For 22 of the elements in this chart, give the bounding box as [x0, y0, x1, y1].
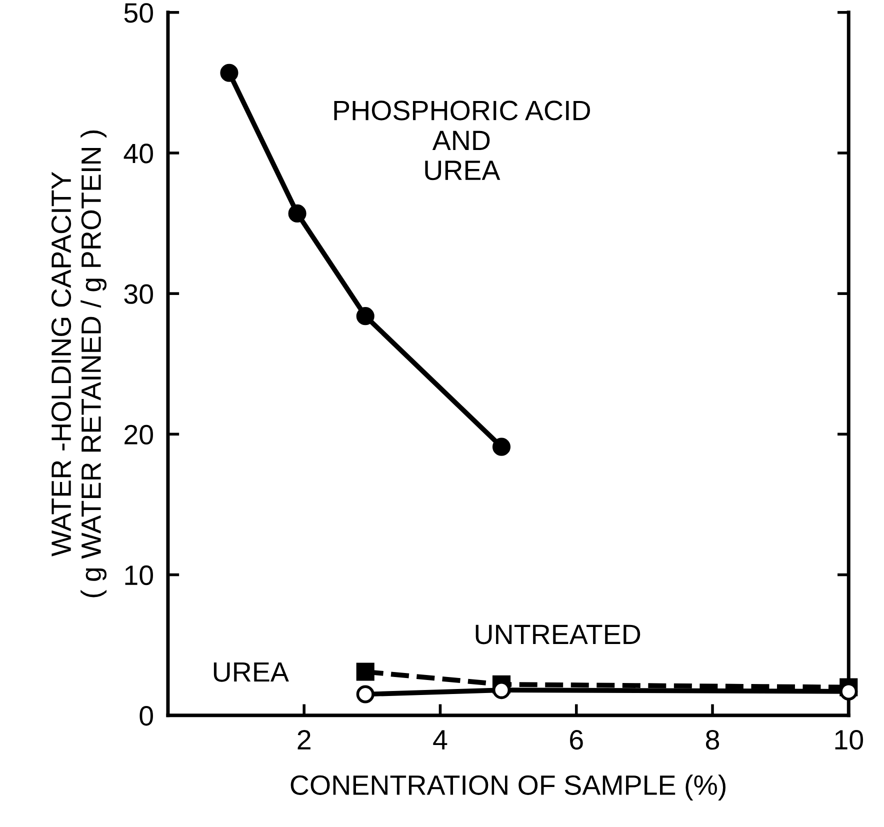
point — [288, 204, 306, 222]
series-label: UNTREATED — [476, 624, 640, 644]
x-tick-label: 10 — [835, 730, 864, 750]
y-tick-label: 10 — [125, 565, 153, 586]
y-tick-label: 0 — [140, 706, 153, 726]
y-tick-label: 30 — [124, 284, 153, 304]
point — [356, 662, 374, 681]
x-tick-label: 8 — [706, 730, 720, 750]
text: UREA — [214, 662, 289, 682]
x-tick-label: 4 — [433, 730, 448, 750]
y-tick-label: 40 — [124, 144, 153, 164]
y-tick-label: 20 — [124, 424, 153, 445]
point — [220, 64, 238, 82]
series-label: PHOSPHORIC ACID AND UREA — [334, 100, 590, 180]
point — [356, 685, 374, 704]
y-tick-label: 50 — [124, 3, 153, 23]
point — [492, 438, 511, 456]
x-tick-label: 6 — [570, 730, 583, 750]
y-axis-title: WATER -HOLDING CAPACITY ( g WATER RETAINED / g PROTEIN ) — [51, 130, 107, 598]
point — [356, 307, 374, 326]
x-tick-label: 2 — [298, 730, 310, 750]
x-axis-title: CONENTRATION OF SAMPLE (%) — [290, 774, 726, 800]
